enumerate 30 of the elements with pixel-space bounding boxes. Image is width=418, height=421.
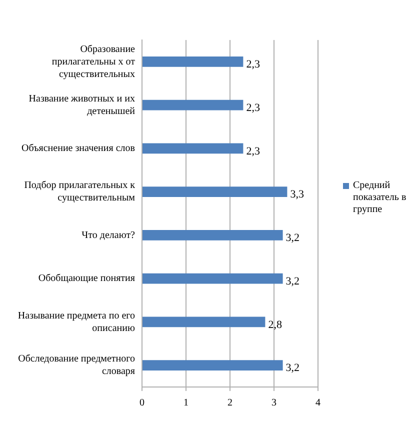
data-label: 3,2 <box>286 362 300 374</box>
data-label: 3,2 <box>286 232 300 244</box>
bar <box>142 273 283 284</box>
y-tick-label: Подбор прилагательных к существительным <box>24 180 136 204</box>
bar <box>142 100 244 110</box>
y-tick-label: Название животных и их детенышей <box>28 93 136 117</box>
y-tick-label: Называние предмета по его описанию <box>18 310 136 334</box>
legend-label: Средний показатель в группе <box>353 180 408 216</box>
bar <box>142 360 283 371</box>
data-label: 3,3 <box>290 188 304 201</box>
x-tick-label: 0 <box>140 398 144 409</box>
data-label: 2,3 <box>246 102 260 114</box>
y-tick-label: Что делают? <box>82 230 136 241</box>
bar <box>142 230 283 240</box>
y-tick-label: Объяснение значения слов <box>22 143 136 154</box>
data-label: 3,2 <box>286 275 300 288</box>
x-tick-label: 4 <box>316 398 320 409</box>
y-tick-label: Образование прилагательны х от существительных <box>52 44 136 80</box>
x-tick-label: 3 <box>272 398 276 409</box>
data-label: 2,3 <box>246 58 260 71</box>
bar <box>142 186 288 198</box>
bar <box>142 56 244 67</box>
y-tick-label: Обобщающие понятия <box>38 273 136 284</box>
x-tick-label: 2 <box>228 398 232 409</box>
y-tick-label: Обследование предметного словаря <box>18 354 136 378</box>
bar <box>142 316 266 328</box>
x-tick-label: 1 <box>184 398 188 409</box>
data-label: 2,3 <box>246 145 260 158</box>
bar <box>142 143 244 154</box>
data-label: 2,8 <box>268 318 282 331</box>
